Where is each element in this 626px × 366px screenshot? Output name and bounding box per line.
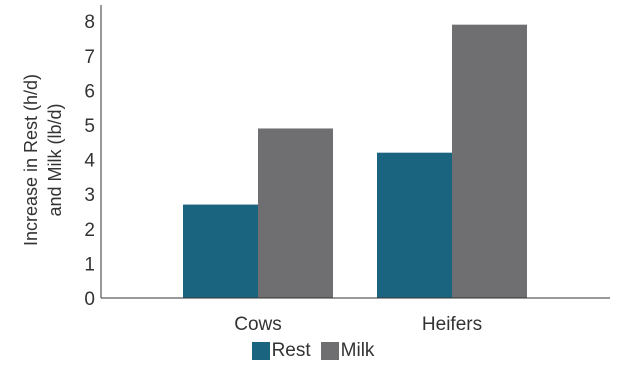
category-labels: Cows Heifers [234,314,482,335]
y-tick-label: 4 [84,151,95,172]
legend-label-milk: Milk [340,340,375,361]
y-axis-title: Increase in Rest (h/d) and Milk (lb/d) [21,74,65,246]
bar-milk-cows [258,128,333,298]
y-axis-ticks: 0 1 2 3 4 5 6 7 8 [84,12,95,310]
y-tick-label: 6 [84,81,95,102]
bars [183,24,527,298]
y-tick-label: 5 [84,116,95,137]
y-tick-label: 1 [84,254,95,275]
legend-swatch-milk [320,342,339,360]
x-category-label: Heifers [422,314,482,335]
y-tick-label: 8 [84,12,95,33]
bar-milk-heifers [452,24,527,298]
y-tick-label: 0 [84,289,95,310]
legend-label-rest: Rest [271,340,311,361]
y-tick-label: 3 [84,185,95,206]
bar-rest-cows [183,204,258,298]
y-axis-title-line-2: and Milk (lb/d) [45,103,65,216]
legend-swatch-rest [251,342,270,360]
y-tick-label: 2 [84,220,95,241]
axes [100,5,610,299]
y-axis-title-line-1: Increase in Rest (h/d) [21,74,41,246]
x-category-label: Cows [234,314,282,335]
legend-item-rest: Rest [251,340,311,362]
legend: Rest Milk [0,337,626,365]
y-tick-label: 7 [84,47,95,68]
legend-item-milk: Milk [320,340,375,362]
bar-rest-heifers [377,152,452,298]
